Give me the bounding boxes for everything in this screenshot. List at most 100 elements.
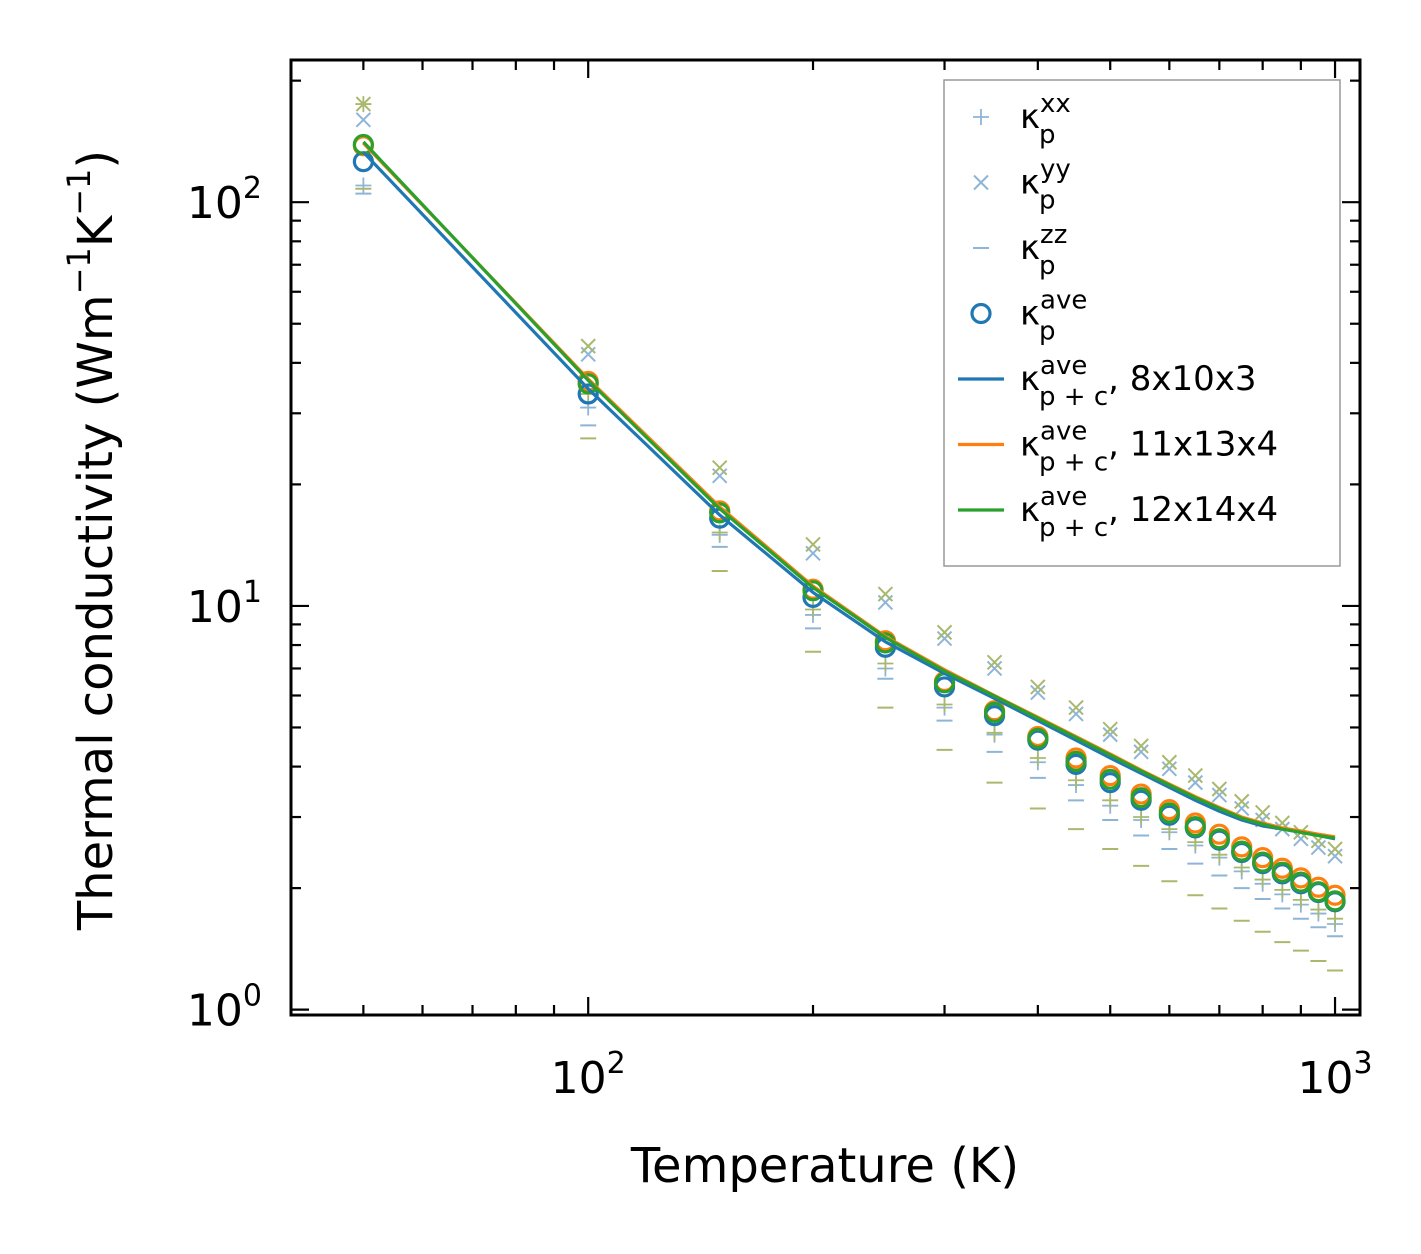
point-kappa_p_ave_green xyxy=(1184,816,1206,838)
point-kappa_p_xx xyxy=(355,177,372,194)
point-kappa_p_yy_alt xyxy=(1161,754,1178,770)
point-kappa_p_ave_green xyxy=(1099,768,1121,790)
point-kappa_p_yy xyxy=(1211,787,1228,803)
point-kappa_p_yy_alt xyxy=(1234,793,1250,810)
legend-symbol: κ xyxy=(1020,97,1040,137)
legend-subscript: p + c xyxy=(1039,513,1108,543)
point-kappa_p_yy xyxy=(1030,684,1046,701)
point-kappa_p_xx_alt xyxy=(1310,901,1327,918)
series-kappa_p_zz xyxy=(355,192,1344,938)
point-kappa_p_yy xyxy=(1327,848,1343,864)
point-kappa_p_yy_alt xyxy=(1187,767,1204,784)
legend-superscript: ave xyxy=(1040,351,1087,381)
legend-label: κxx p xyxy=(1020,89,1071,150)
point-kappa_p_xx_alt xyxy=(1292,891,1309,908)
point-kappa_p_yy_alt xyxy=(1327,841,1343,857)
legend-superscript: yy xyxy=(1040,155,1071,185)
legend-symbol: κ xyxy=(1020,425,1040,465)
point-kappa_p_ave_green xyxy=(1130,787,1152,809)
point-kappa_p_xx_alt xyxy=(1327,910,1344,927)
point-kappa_p_yy xyxy=(986,660,1003,677)
point-kappa_p_yy_alt xyxy=(712,459,728,476)
y-tick-exp: 0 xyxy=(243,979,262,1014)
point-kappa_p_xx_alt xyxy=(1274,881,1291,898)
legend-superscript: zz xyxy=(1040,220,1067,250)
legend-symbol: κ xyxy=(1020,228,1040,268)
point-kappa_p_yy_alt xyxy=(936,624,953,641)
point-kappa_p_xx_alt xyxy=(805,601,822,618)
point-kappa_p_ave_green xyxy=(1065,750,1087,773)
point-kappa_p_yy_alt xyxy=(1211,781,1228,797)
legend-entry: κave p + c, 12x14x4 xyxy=(958,482,1278,543)
legend-symbol: κ xyxy=(1020,359,1040,399)
series-kappa_p_zz_alt xyxy=(355,187,1344,972)
legend-subscript: p + c xyxy=(1039,382,1108,412)
x-tick-exp: 2 xyxy=(607,1046,626,1081)
point-kappa_p_ave_green xyxy=(1290,871,1312,893)
legend-superscript: ave xyxy=(1040,417,1087,447)
legend-entry: κave p + c, 11x13x4 xyxy=(958,417,1278,478)
point-kappa_p_ave_green xyxy=(1208,828,1230,850)
line-kappa_pc_ave_12x14x4 xyxy=(362,140,1336,840)
point-kappa_p_yy xyxy=(1234,800,1250,817)
legend-suffix: , 8x10x3 xyxy=(1108,359,1256,399)
point-kappa_p_yy xyxy=(1187,774,1204,791)
y-axis-label-main: Thermal conductivity (Wm xyxy=(68,294,124,931)
legend-superscript: ave xyxy=(1040,482,1087,512)
y-tick-label: 101 xyxy=(187,575,262,633)
series-kappa_pc_ave_12x14x4 xyxy=(362,140,1336,840)
point-kappa_p_yy_alt xyxy=(1068,699,1084,716)
y-axis-label: Thermal conductivity (Wm−1K−1) xyxy=(60,150,124,931)
x-tick-exp: 3 xyxy=(1353,1046,1372,1081)
legend-marker-swatch xyxy=(973,109,989,125)
point-kappa_p_yy_alt xyxy=(1102,721,1118,737)
legend-entry: κxx p xyxy=(973,89,1071,150)
legend-subscript: p xyxy=(1039,251,1056,281)
point-kappa_p_yy xyxy=(936,630,953,647)
point-kappa_p_ave_green xyxy=(1324,890,1346,912)
y-axis-label-end: ) xyxy=(68,150,124,169)
legend-marker-swatch xyxy=(973,174,989,191)
legend-entry: κyy p xyxy=(973,155,1071,216)
point-kappa_p_ave_green xyxy=(1158,802,1180,824)
point-kappa_p_ave_green xyxy=(1252,851,1274,873)
legend-superscript: ave xyxy=(1040,286,1087,316)
y-tick-exp: 2 xyxy=(243,171,262,206)
y-tick-base: 10 xyxy=(187,582,243,633)
point-kappa_p_ave_green xyxy=(1231,840,1253,862)
point-kappa_p_yy xyxy=(355,112,372,128)
legend-label: κyy p xyxy=(1020,155,1071,216)
y-axis-label-mid: K xyxy=(68,214,124,247)
y-tick-base: 10 xyxy=(187,178,243,229)
legend-label: κave p + c, 8x10x3 xyxy=(1020,351,1257,412)
point-kappa_p_yy xyxy=(1068,706,1084,722)
legend-subscript: p xyxy=(1039,186,1056,216)
point-kappa_p_yy xyxy=(1133,744,1149,760)
point-kappa_p_xx_alt xyxy=(877,655,894,672)
point-kappa_p_yy_alt xyxy=(1030,679,1046,695)
legend-entry: κzz p xyxy=(973,220,1067,281)
legend-label: κzz p xyxy=(1020,220,1067,281)
x-tick-base: 10 xyxy=(1297,1053,1353,1104)
x-tick-label: 103 xyxy=(1297,1046,1372,1104)
series-kappa_p_ave_green xyxy=(352,133,1346,912)
point-kappa_p_yy_alt xyxy=(1133,738,1149,754)
point-kappa_p_xx_alt xyxy=(1133,809,1150,826)
plot-frame xyxy=(289,58,1362,1017)
x-tick-base: 10 xyxy=(551,1053,607,1104)
point-kappa_p_ave_green xyxy=(1271,861,1293,883)
y-axis-label-exp1: −1 xyxy=(60,247,98,294)
legend-symbol: κ xyxy=(1020,490,1040,530)
legend-entry: κave p + c, 8x10x3 xyxy=(958,351,1257,412)
legend-subscript: p + c xyxy=(1039,448,1108,478)
point-kappa_p_xx_alt xyxy=(1102,792,1119,809)
point-kappa_p_yy xyxy=(1161,761,1178,777)
legend-entry: κave p xyxy=(970,286,1087,347)
legend-box xyxy=(943,79,1341,567)
plot-area xyxy=(352,96,1346,972)
y-tick-label: 102 xyxy=(187,171,262,229)
x-tick-label: 102 xyxy=(551,1046,626,1104)
point-kappa_p_ave_green xyxy=(577,373,599,395)
